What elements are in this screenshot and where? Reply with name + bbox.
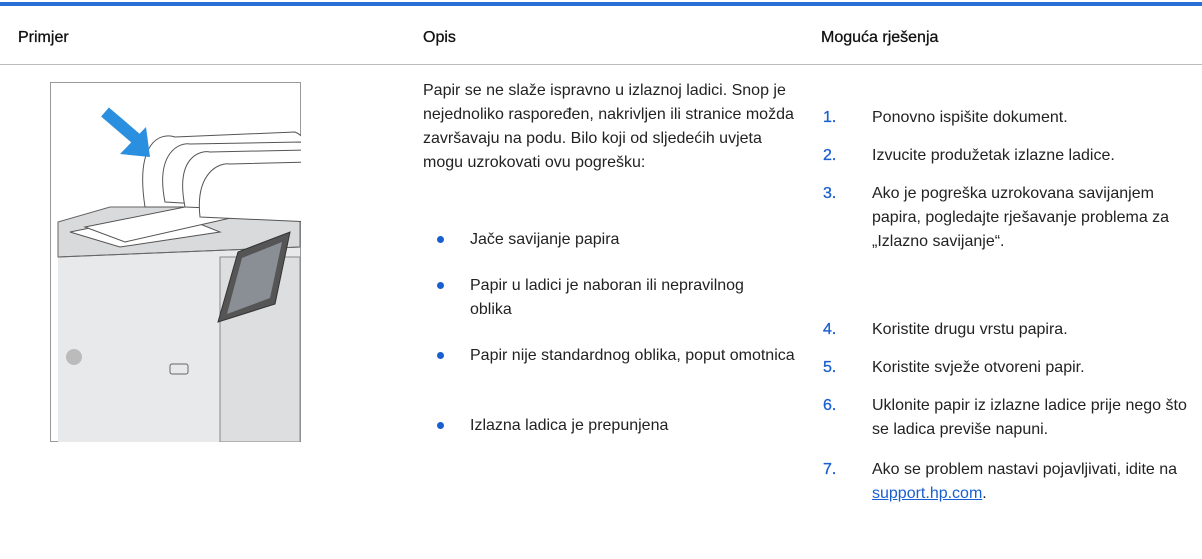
step-text: Uklonite papir iz izlazne ladice prije n… [872,394,1194,442]
step-text-part: Koristite svježe otvoreni papir. [872,359,1085,376]
step-number: 6. [823,397,837,414]
bullet-text: Izlazna ladica je prepunjena [470,417,669,434]
top-rule [0,2,1202,6]
header-cell: Opis [423,29,456,46]
step-text: Ponovno ispišite dokument. [872,106,1194,130]
step-text: Koristite drugu vrstu papira. [872,318,1194,342]
bullet [437,282,444,289]
step-text-part: Uklonite papir iz izlazne ladice prije n… [872,397,1187,438]
header-cell: Primjer [18,29,69,46]
step-text-part: Ponovno ispišite dokument. [872,109,1068,126]
bullet-text: Papir nije standardnog oblika, poput omo… [470,347,795,364]
step-text-part: Koristite drugu vrstu papira. [872,321,1068,338]
bullet [437,236,444,243]
example-image [50,82,301,442]
link[interactable]: support.hp.com [872,485,983,502]
step-text: Koristite svježe otvoreni papir. [872,356,1194,380]
step-text-part: Ako se problem nastavi pojavljivati, idi… [872,461,1178,478]
step-text: Izvucite produžetak izlazne ladice. [872,144,1194,168]
step-text-part: . [982,485,987,502]
bullet-text: Jače savijanje papira [470,231,620,248]
step-number: 5. [823,359,837,376]
step-text-part: Izvucite produžetak izlazne ladice. [872,147,1115,164]
bullet [437,352,444,359]
step-number: 7. [823,461,837,478]
step-text-part: Ako je pogreška uzrokovana savijanjem pa… [872,185,1170,250]
bullet [437,422,444,429]
step-number: 1. [823,109,837,126]
header-rule [0,64,1202,65]
header-cell: Moguća rješenja [821,29,939,46]
description: Papir se ne slaže ispravno u izlaznoj la… [423,82,794,171]
step-text: Ako se problem nastavi pojavljivati, idi… [872,458,1194,506]
bullet-text: Papir u ladici je naboran ili nepravilno… [470,277,744,318]
step-number: 3. [823,185,837,202]
step-number: 4. [823,321,837,338]
step-text: Ako je pogreška uzrokovana savijanjem pa… [872,182,1194,254]
step-number: 2. [823,147,837,164]
